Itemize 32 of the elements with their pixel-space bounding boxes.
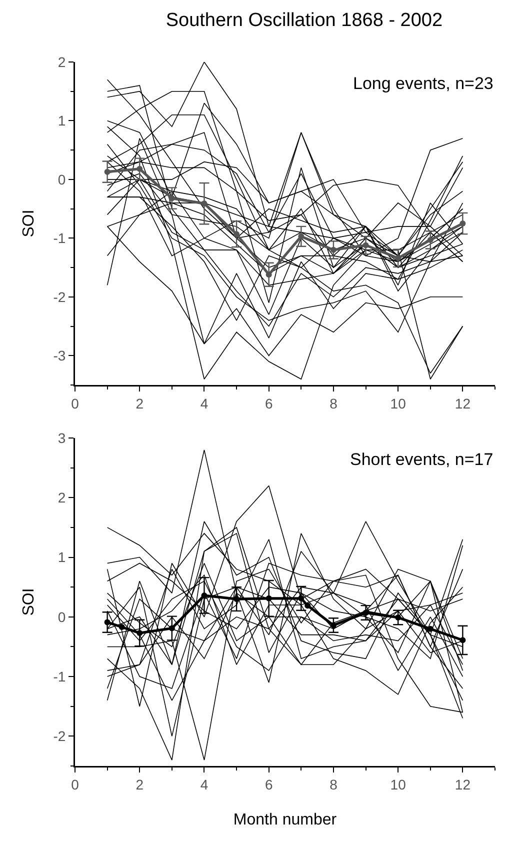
x-tick-label: 4 — [200, 776, 208, 792]
y-axis-title: SOI — [20, 210, 38, 238]
x-tick-label: 8 — [330, 395, 338, 412]
y-tick-label: 3 — [58, 430, 66, 446]
y-tick-label: -3 — [53, 348, 66, 364]
y-tick-label: 0 — [58, 171, 66, 188]
x-tick-label: 6 — [264, 395, 273, 412]
annotation: Long events, n=23 — [353, 74, 494, 93]
annotation: Short events, n=17 — [350, 450, 494, 469]
chart-title: Southern Oscillation 1868 - 2002 — [166, 10, 443, 31]
y-tick-label: 0 — [58, 608, 66, 625]
y-tick-label: 2 — [58, 54, 66, 70]
y-tick-label: 2 — [58, 490, 66, 506]
x-tick-label: 2 — [136, 395, 144, 412]
x-tick-label: 4 — [200, 395, 208, 412]
x-tick-label: 12 — [454, 395, 471, 412]
y-tick-label: 1 — [58, 549, 66, 566]
x-tick-label: 12 — [454, 776, 471, 792]
y-tick-label: -1 — [53, 230, 66, 246]
y-tick-label: -2 — [53, 728, 66, 744]
y-tick-label: -2 — [53, 288, 66, 305]
x-tick-label: 6 — [264, 776, 273, 792]
x-tick-label: 0 — [71, 395, 80, 412]
x-axis-title: Month number — [233, 812, 338, 829]
y-tick-label: -1 — [53, 668, 66, 684]
y-tick-label: 1 — [58, 112, 66, 129]
x-tick-label: 0 — [71, 776, 80, 792]
x-tick-label: 10 — [390, 776, 406, 792]
y-axis-title: SOI — [20, 588, 38, 616]
x-tick-label: 10 — [390, 395, 406, 412]
x-tick-label: 2 — [136, 776, 144, 792]
x-tick-label: 8 — [330, 776, 338, 792]
